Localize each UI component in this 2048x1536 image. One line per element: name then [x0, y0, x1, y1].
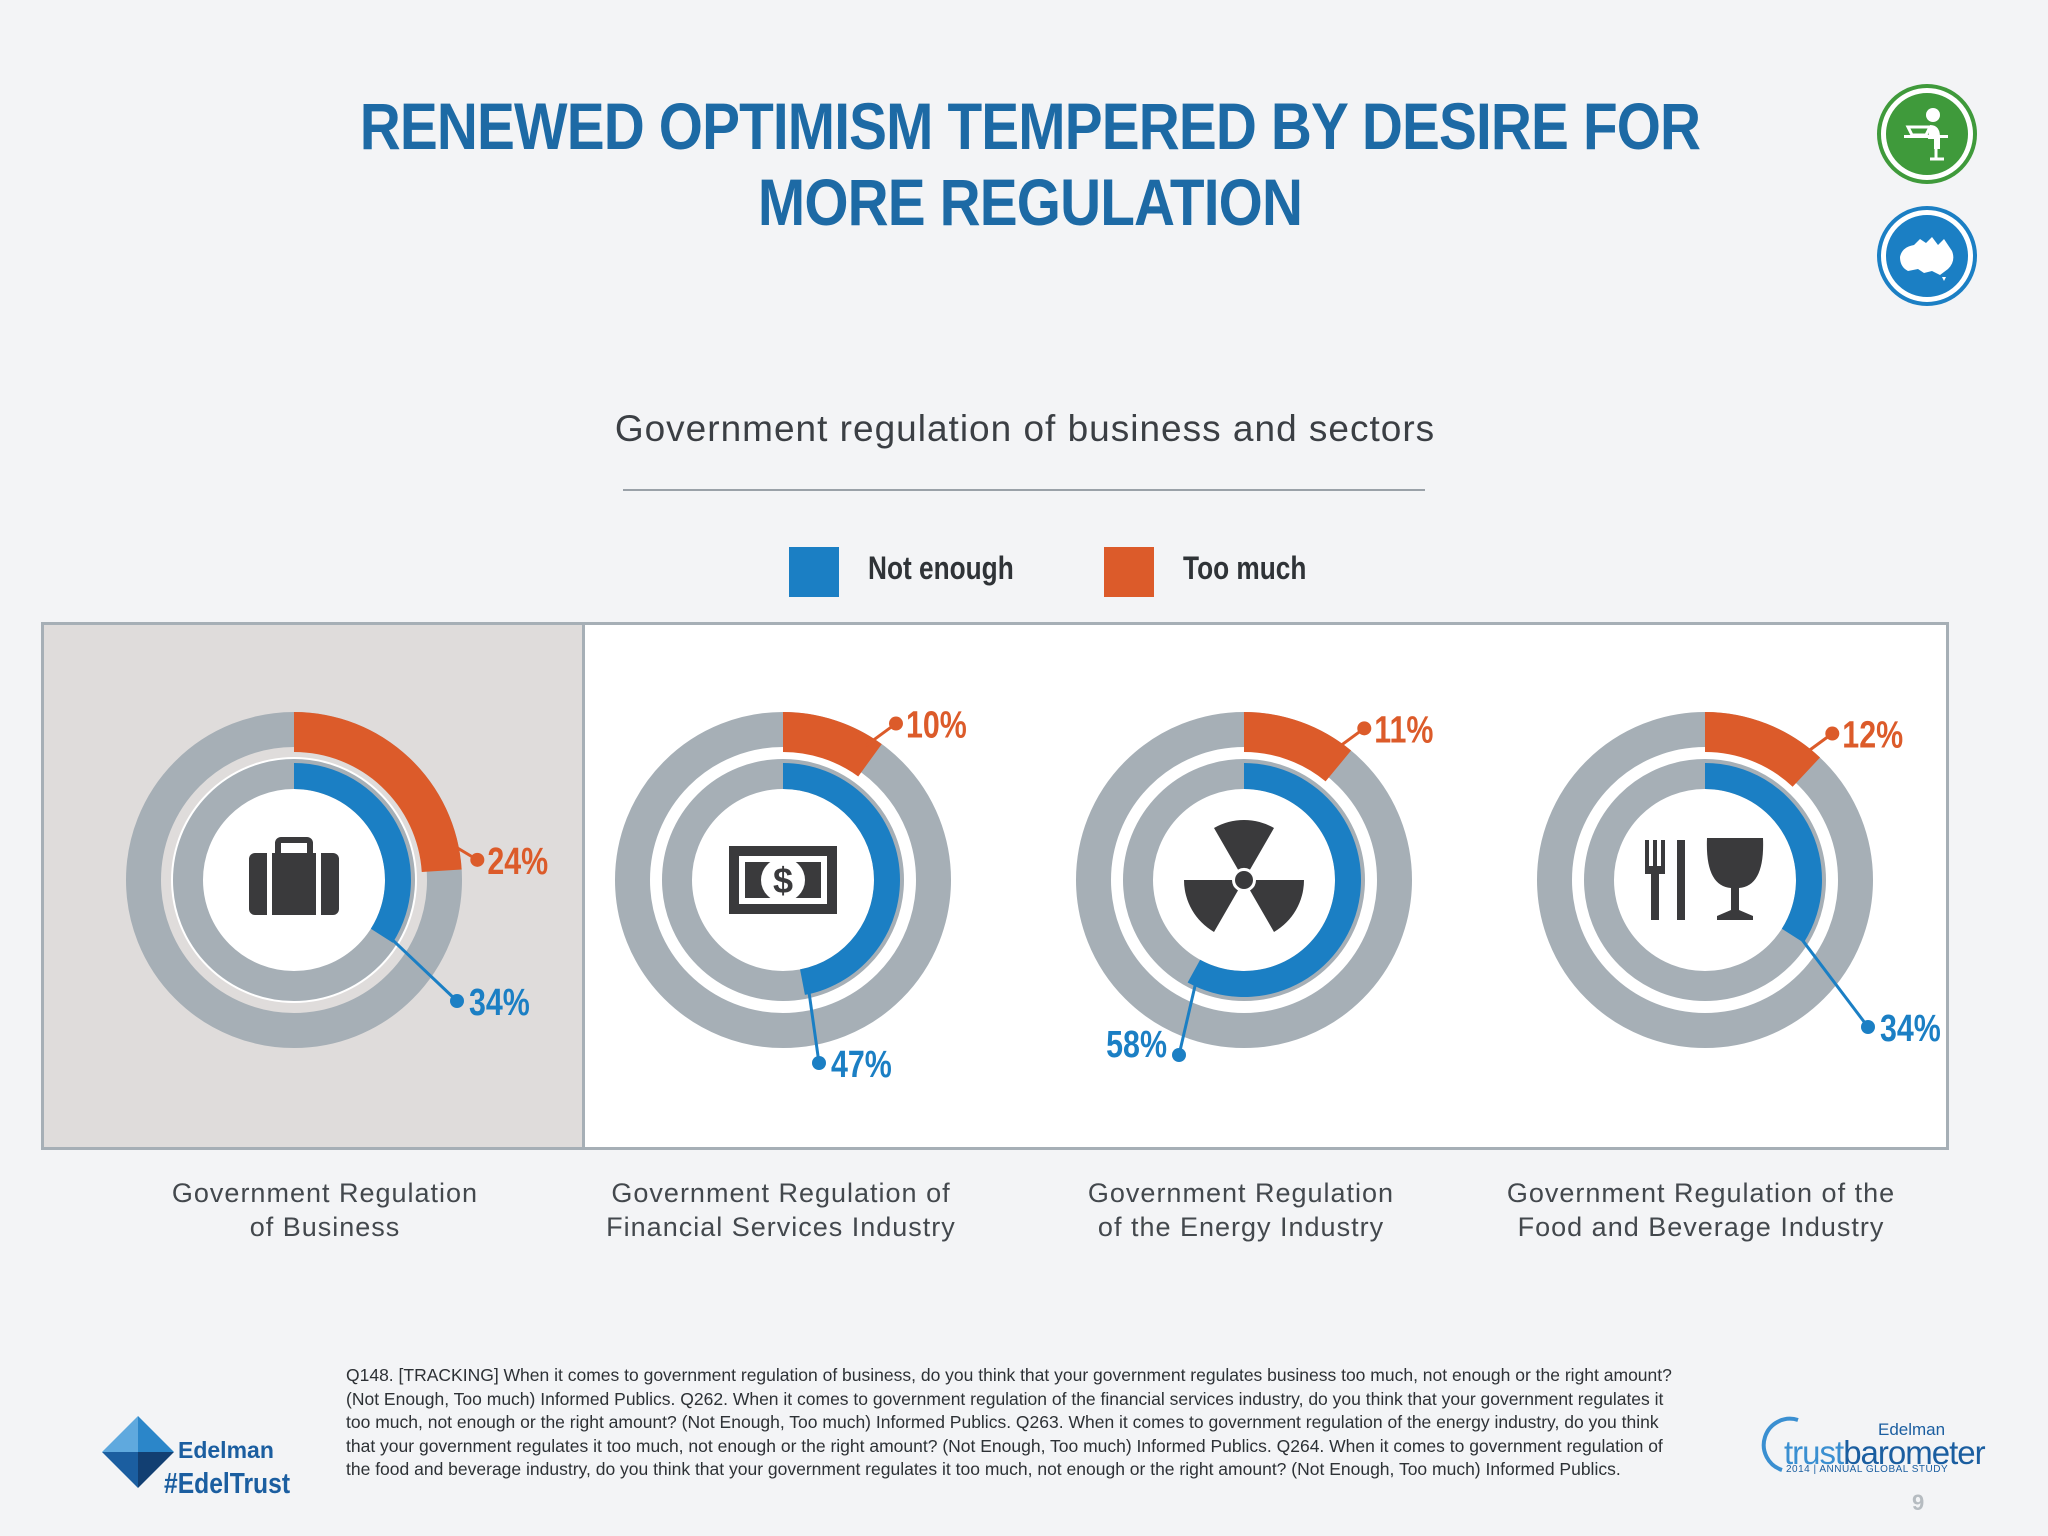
center-disc [1617, 792, 1793, 968]
not-enough-leader [1797, 934, 1870, 1028]
person-at-computer-icon [1904, 108, 1948, 161]
too-much-value-label: 12% [1842, 714, 1903, 756]
chart-title: Government regulation of business and se… [614, 408, 1436, 449]
page-number: 9 [1912, 1490, 1925, 1515]
not-enough-leader [386, 934, 459, 1003]
legend-label-not-enough: Not enough [868, 550, 1014, 586]
too-much-arc [1705, 712, 1821, 787]
title-divider [623, 489, 1425, 491]
australia-badge [1881, 210, 1973, 302]
not-enough-value-label: 34% [469, 982, 530, 1024]
too-much-arc [783, 712, 882, 777]
too-much-dot [470, 852, 485, 867]
radiation-icon [1235, 871, 1253, 889]
not-enough-arc [1187, 763, 1362, 998]
fork-icon [1651, 872, 1659, 920]
not-enough-arc [294, 763, 411, 943]
edelman-logo-icon [102, 1416, 174, 1488]
too-much-dot [1825, 726, 1840, 741]
knife-icon [1677, 840, 1685, 920]
briefcase-strap [316, 853, 321, 915]
page-title: RENEWED OPTIMISM TEMPERED BY DESIRE FOR … [359, 89, 1701, 239]
not-enough-leader [1177, 977, 1199, 1056]
too-much-arc [1244, 712, 1352, 782]
fork-neck [1645, 866, 1665, 874]
not-enough-arc [783, 763, 901, 995]
too-much-dot [888, 716, 903, 731]
legend-label-too-much: Too much [1183, 550, 1307, 586]
too-much-arc [294, 712, 462, 872]
too-much-value-label: 24% [487, 841, 548, 883]
fork-tine [1645, 840, 1649, 868]
not-enough-leader [806, 985, 821, 1064]
dollar-sign: $ [773, 860, 793, 901]
not-enough-arc [1705, 763, 1822, 943]
too-much-value-label: 10% [906, 704, 967, 746]
trust-barometer-wordmark: trustbarometer [1784, 1434, 1986, 1471]
briefcase-handle [275, 837, 313, 859]
radiation-blade [1184, 880, 1238, 932]
briefcase-strap [267, 853, 272, 915]
edeltrust-hashtag: #EdelTrust [164, 1468, 291, 1500]
trust-barometer-subtitle: 2014 | ANNUAL GLOBAL STUDY [1786, 1464, 1949, 1475]
too-much-value-label: 11% [1374, 709, 1433, 751]
trust-barometer-arc-icon [1761, 1416, 1799, 1472]
not-enough-dot [450, 994, 464, 1008]
glass-icon [1706, 838, 1764, 920]
not-enough-dot [1172, 1048, 1186, 1062]
person-at-computer-badge [1881, 88, 1973, 180]
radiation-blade [1250, 880, 1304, 932]
not-enough-value-label: 47% [831, 1044, 892, 1086]
fork-tine [1661, 840, 1665, 868]
briefcase-icon [249, 853, 339, 915]
footnote: Q148. [TRACKING] When it comes to govern… [346, 1365, 1672, 1479]
radiation-blade [1214, 820, 1274, 870]
category-label-energy: Government Regulation of the Energy Indus… [1087, 1178, 1395, 1242]
category-label-business: Government Regulation of Business [171, 1178, 479, 1242]
too-much-dot [1357, 721, 1372, 736]
not-enough-value-label: 34% [1880, 1008, 1941, 1050]
not-enough-value-label: 58% [1106, 1024, 1167, 1066]
edelman-wordmark: Edelman [178, 1437, 274, 1463]
trust-barometer-edelman: Edelman [1878, 1420, 1946, 1439]
legend-swatch-not-enough [789, 547, 839, 597]
not-enough-dot [1861, 1020, 1875, 1034]
category-label-food-beverage: Government Regulation of the Food and Bev… [1506, 1178, 1896, 1242]
category-label-financial: Government Regulation of Financial Servic… [606, 1178, 956, 1242]
fork-tine [1653, 840, 1657, 868]
dollar-coin [761, 858, 805, 902]
legend-swatch-too-much [1104, 547, 1154, 597]
not-enough-dot [812, 1056, 826, 1070]
australia-map-icon [1900, 237, 1954, 281]
